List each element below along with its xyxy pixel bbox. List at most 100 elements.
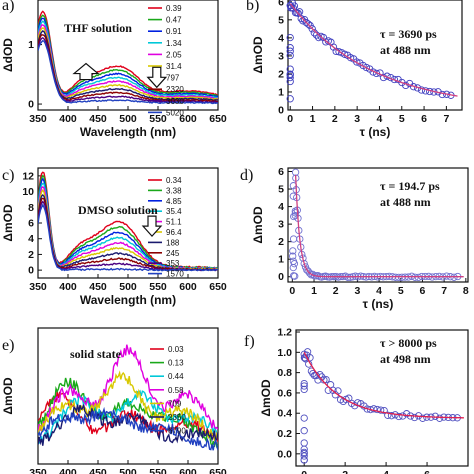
data-point xyxy=(322,375,330,384)
legend: 0.03 0.13 0.44 0.58 709 2350 6790 xyxy=(150,345,186,436)
x-tick-label: 400 xyxy=(59,467,77,474)
legend-label: 2320 xyxy=(166,85,184,94)
fit-line xyxy=(294,174,464,278)
legend-label: 0.44 xyxy=(168,372,184,381)
series-line-2.05 xyxy=(38,24,218,100)
legend-label: 1.34 xyxy=(166,39,182,48)
x-tick-label: 4 xyxy=(377,113,383,125)
panel-b: 0 1 2 3 4 5 6 7 0 1 2 3 4 5 6 τ (ns) ΔmOD b) τ = 3690 ps at… xyxy=(246,0,463,139)
y-axis-label: ΔmOD xyxy=(259,379,273,417)
panel-c: 350 400 450 500 550 600 650 0 2 4 6 8 10 12 Wavelength… xyxy=(1,167,227,307)
legend-label: 0.13 xyxy=(168,359,184,368)
data-point xyxy=(384,411,392,419)
series-line-0.58 xyxy=(38,344,218,433)
y-tick-label: 4 xyxy=(28,233,34,245)
data-point xyxy=(410,413,419,422)
data-point xyxy=(294,9,302,17)
y-tick-label: 4 xyxy=(278,201,284,213)
x-tick-label: 650 xyxy=(209,467,227,474)
x-tick-label: 500 xyxy=(119,467,137,474)
data-point xyxy=(419,414,427,422)
panel-annotation: τ = 194.7 ps xyxy=(380,179,440,193)
data-point xyxy=(431,412,439,420)
data-point xyxy=(309,270,317,279)
panel-letter: d) xyxy=(240,167,253,184)
series-line-0.13 xyxy=(38,377,218,449)
y-axis-label: ΔmOD xyxy=(251,36,265,74)
y-tick-label: 3 xyxy=(278,50,284,62)
y-tick-label: 10 xyxy=(22,186,34,198)
data-point xyxy=(300,427,308,435)
data-point xyxy=(402,410,411,418)
x-tick-label: 4 xyxy=(383,469,389,474)
data-point xyxy=(399,412,407,420)
fit-line xyxy=(303,352,464,419)
y-tick-label: 4 xyxy=(278,32,284,44)
x-tick-label: 350 xyxy=(29,281,47,293)
y-axis-label: ΔmOD xyxy=(251,206,265,244)
data-point xyxy=(286,95,294,103)
legend-label: 0.39 xyxy=(166,4,182,13)
data-point xyxy=(300,414,308,422)
legend-label: 0.91 xyxy=(166,27,182,36)
data-point xyxy=(286,73,294,82)
x-tick-label: 450 xyxy=(89,113,107,125)
series-group xyxy=(38,344,218,451)
panel-d: 0 1 2 3 4 5 6 7 8 0 1 2 3 4 5 6 τ (ns) ΔmOD d) τ = 194.7 ps… xyxy=(240,166,469,311)
data-point xyxy=(300,452,308,460)
series-line-5020 xyxy=(38,39,218,105)
x-tick-label: 2 xyxy=(342,469,348,474)
data-point xyxy=(286,51,294,60)
y-tick-label: 0.6 xyxy=(277,387,292,399)
data-point xyxy=(289,252,297,260)
data-point xyxy=(438,90,446,99)
data-point xyxy=(300,259,308,268)
data-point xyxy=(286,77,294,86)
x-tick-label: 600 xyxy=(179,467,197,474)
legend-label: 245 xyxy=(166,249,180,258)
x-tick-label: 550 xyxy=(149,467,167,474)
panel-a: 350 400 450 500 550 600 650 0 1 Wavelength (nm) Δd… xyxy=(1,0,227,139)
y-tick-label: 1 xyxy=(278,86,284,98)
y-axis-label: ΔmOD xyxy=(1,204,15,242)
data-point xyxy=(286,44,294,52)
y-tick-label: 3 xyxy=(278,219,284,231)
data-point xyxy=(417,86,426,94)
legend-label: 353 xyxy=(166,259,180,268)
series-line-3030 xyxy=(38,36,218,104)
x-tick-label: 450 xyxy=(89,467,107,474)
data-point xyxy=(319,33,328,42)
data-point xyxy=(290,212,298,221)
data-point xyxy=(380,406,388,415)
x-axis-label: Wavelength (nm) xyxy=(80,293,176,307)
panel-letter: f) xyxy=(244,333,255,350)
x-tick-label: 550 xyxy=(149,281,167,293)
data-point xyxy=(304,20,312,28)
data-point xyxy=(297,14,305,23)
data-point xyxy=(286,33,294,42)
panel-annotation: solid state xyxy=(70,347,122,361)
x-tick-label: 600 xyxy=(179,113,197,125)
x-tick-label: 6 xyxy=(421,113,427,125)
arrow-down-icon xyxy=(146,66,168,89)
legend-label: 1570 xyxy=(166,270,184,279)
x-tick-label: 0 xyxy=(301,469,307,474)
arrow-down-icon xyxy=(141,215,163,238)
x-tick-label: 400 xyxy=(59,281,77,293)
series-line-0.34 xyxy=(38,171,218,270)
panel-letter: a) xyxy=(2,0,14,14)
y-tick-label: 0.4 xyxy=(277,408,292,420)
data-point xyxy=(300,448,308,457)
series-line-51.1 xyxy=(38,185,218,270)
x-tick-label: 350 xyxy=(29,113,47,125)
data-point xyxy=(286,70,294,78)
data-point xyxy=(387,412,396,420)
y-tick-label: 0.2 xyxy=(277,428,292,440)
data-point xyxy=(370,405,378,413)
data-point xyxy=(329,386,337,394)
arrow-up-icon xyxy=(72,62,100,81)
y-tick-label: 1 xyxy=(28,39,34,51)
legend-label: 188 xyxy=(166,238,180,247)
y-tick-label: 2 xyxy=(278,236,284,248)
